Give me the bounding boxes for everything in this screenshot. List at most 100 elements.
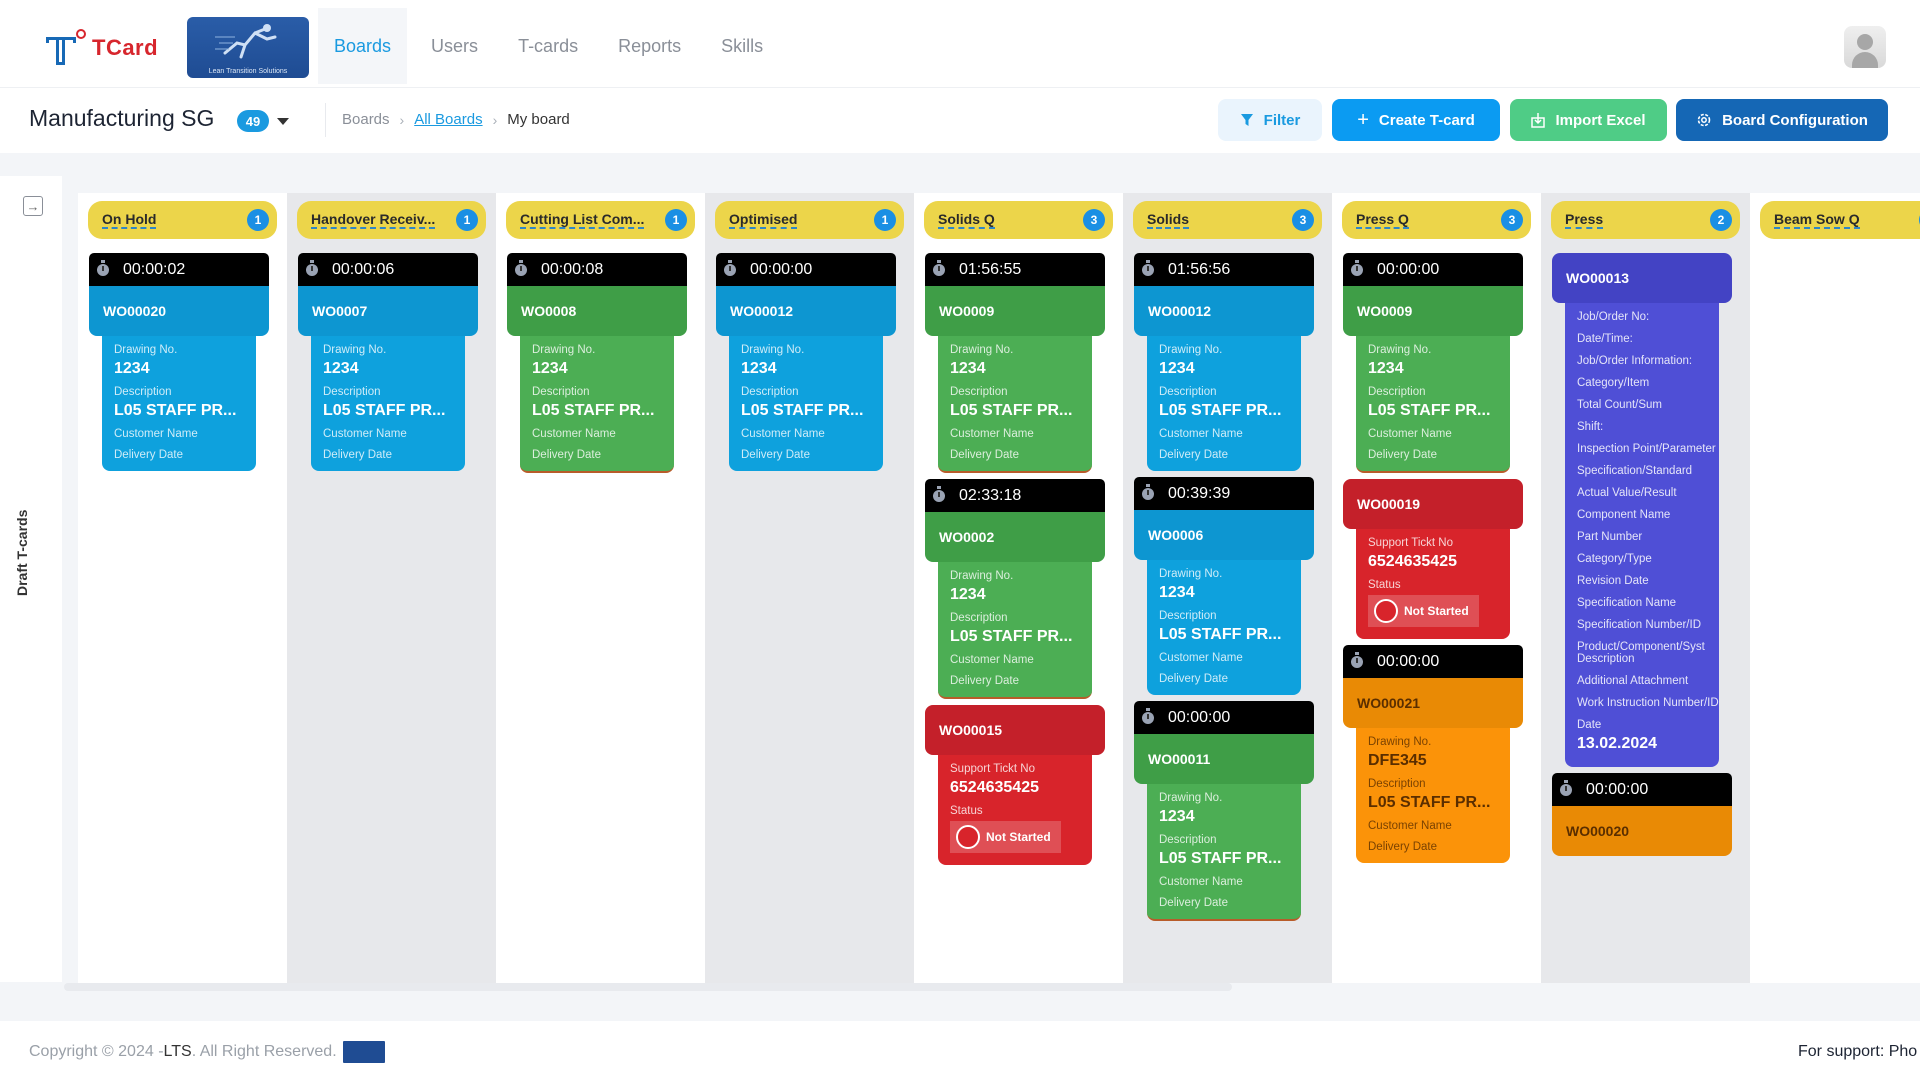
create-tcard-button[interactable]: + Create T-card bbox=[1332, 99, 1500, 141]
filter-button[interactable]: Filter bbox=[1218, 99, 1322, 141]
tcard[interactable]: 01:56:56 WO00012 Drawing No. 1234 Descri… bbox=[1134, 253, 1314, 471]
drawing-number: 1234 bbox=[950, 360, 986, 377]
field-label: Drawing No. bbox=[741, 344, 805, 356]
column-title[interactable]: Solids bbox=[1147, 211, 1190, 229]
import-excel-button[interactable]: Import Excel bbox=[1510, 99, 1667, 141]
field-label: Drawing No. bbox=[1368, 344, 1432, 356]
description-value: L05 STAFF PR... bbox=[950, 402, 1073, 419]
field-label: Drawing No. bbox=[1159, 344, 1223, 356]
lts-mini-logo bbox=[342, 1041, 385, 1063]
support-contact: For support: Pho bbox=[1798, 1043, 1918, 1060]
description-value: L05 STAFF PR... bbox=[741, 402, 864, 419]
field-label: Specification/Standard bbox=[1577, 465, 1693, 477]
tcard[interactable]: 00:00:06 WO0007 Drawing No. 1234 Descrip… bbox=[298, 253, 478, 471]
column-header: Solids Q 3 bbox=[924, 201, 1113, 239]
field-label: Description bbox=[1368, 778, 1426, 790]
field-label: Specification Name bbox=[1577, 597, 1677, 609]
description-value: L05 STAFF PR... bbox=[1368, 794, 1491, 811]
chevron-right-icon: › bbox=[492, 111, 498, 128]
stopwatch-icon bbox=[515, 259, 527, 276]
column-title[interactable]: On Hold bbox=[102, 211, 157, 229]
nav-tab-tcards[interactable]: T-cards bbox=[518, 35, 579, 56]
work-order-number: WO00015 bbox=[925, 705, 1105, 755]
work-order-number: WO00020 bbox=[89, 286, 269, 336]
tcard[interactable]: 00:00:00 WO00021 Drawing No. DFE345 Desc… bbox=[1343, 645, 1523, 863]
stopwatch-icon bbox=[306, 259, 318, 276]
field-label: Customer Name bbox=[950, 654, 1034, 666]
work-order-number: WO0007 bbox=[298, 286, 478, 336]
status-text: Not Started bbox=[986, 830, 1051, 844]
expand-drawer-icon[interactable]: → bbox=[23, 196, 43, 216]
column-title[interactable]: Press Q bbox=[1356, 211, 1409, 229]
tcard[interactable]: 00:00:00 WO00011 Drawing No. 1234 Descri… bbox=[1134, 701, 1314, 921]
board-configuration-button[interactable]: Board Configuration bbox=[1676, 99, 1888, 141]
support-ticket-number: 6524635425 bbox=[950, 779, 1039, 796]
tcard-logo[interactable]: TCard bbox=[44, 28, 164, 68]
field-label: Customer Name bbox=[1159, 876, 1243, 888]
filter-icon bbox=[1240, 114, 1253, 126]
field-label: Description bbox=[114, 386, 172, 398]
stopwatch-icon bbox=[1142, 483, 1154, 500]
drawing-number: 1234 bbox=[950, 586, 986, 603]
column-title[interactable]: Beam Sow Q bbox=[1774, 211, 1860, 229]
description-value: L05 STAFF PR... bbox=[532, 402, 655, 419]
user-avatar[interactable] bbox=[1844, 26, 1886, 68]
nav-tab-reports[interactable]: Reports bbox=[618, 35, 682, 56]
field-label: Revision Date bbox=[1577, 575, 1649, 587]
nav-tab-boards[interactable]: Boards bbox=[318, 8, 408, 84]
field-label: Drawing No. bbox=[1159, 568, 1223, 580]
tcard[interactable]: 01:56:55 WO0009 Drawing No. 1234 Descrip… bbox=[925, 253, 1105, 473]
field-label: Part Number bbox=[1577, 531, 1643, 543]
board-configuration-button-label: Board Configuration bbox=[1722, 111, 1868, 129]
tcard[interactable]: 00:39:39 WO0006 Drawing No. 1234 Descrip… bbox=[1134, 477, 1314, 695]
work-order-number: WO0009 bbox=[1343, 286, 1523, 336]
field-label: Inspection Point/Parameter bbox=[1577, 443, 1716, 455]
column-press: Press 2 WO00013 Job/Order No: Date/Time:… bbox=[1541, 193, 1750, 983]
nav-tab-users[interactable]: Users bbox=[431, 35, 479, 56]
card-timer: 01:56:55 bbox=[925, 253, 1105, 286]
drawing-number: 1234 bbox=[741, 360, 777, 377]
tcard[interactable]: 00:00:02 WO00020 Drawing No. 1234 Descri… bbox=[89, 253, 269, 471]
column-title[interactable]: Cutting List Com... bbox=[520, 211, 645, 229]
status-circle-icon bbox=[956, 825, 980, 849]
field-label: Customer Name bbox=[1368, 428, 1452, 440]
horizontal-scrollbar[interactable] bbox=[0, 983, 1920, 1021]
tcard[interactable]: 00:00:00 WO0009 Drawing No. 1234 Descrip… bbox=[1343, 253, 1523, 473]
field-label: Drawing No. bbox=[1159, 792, 1223, 804]
timer-value: 00:00:00 bbox=[1168, 708, 1231, 726]
support-ticket-card[interactable]: WO00015 Support Tickt No 6524635425 Stat… bbox=[925, 705, 1105, 865]
card-timer: 00:39:39 bbox=[1134, 477, 1314, 510]
field-label: Delivery Date bbox=[1368, 449, 1438, 461]
support-ticket-card[interactable]: WO00019 Support Tickt No 6524635425 Stat… bbox=[1343, 479, 1523, 639]
field-label: Date/Time: bbox=[1577, 333, 1633, 345]
column-title[interactable]: Solids Q bbox=[938, 211, 995, 229]
top-navbar: TCard Lean Transition Solutions Boards U… bbox=[0, 0, 1920, 88]
card-timer: 00:00:00 bbox=[1134, 701, 1314, 734]
column-title[interactable]: Handover Receiv... bbox=[311, 211, 436, 229]
field-label: Total Count/Sum bbox=[1577, 399, 1663, 411]
tcard[interactable]: 00:00:00 WO00012 Drawing No. 1234 Descri… bbox=[716, 253, 896, 471]
nav-tab-skills[interactable]: Skills bbox=[721, 35, 764, 56]
breadcrumb-all-boards-link[interactable]: All Boards bbox=[414, 111, 483, 128]
tcard[interactable]: 00:00:00 WO00020 bbox=[1552, 773, 1732, 856]
field-label: Support Tickt No bbox=[950, 763, 1036, 775]
stopwatch-icon bbox=[1142, 707, 1154, 724]
inspection-card[interactable]: WO00013 Job/Order No: Date/Time: Job/Ord… bbox=[1552, 253, 1732, 767]
tcard[interactable]: 02:33:18 WO0002 Drawing No. 1234 Descrip… bbox=[925, 479, 1105, 699]
draft-tcards-label[interactable]: Draft T-cards bbox=[14, 509, 30, 596]
column-title[interactable]: Press bbox=[1565, 211, 1604, 229]
description-value: L05 STAFF PR... bbox=[1368, 402, 1491, 419]
card-timer: 01:56:56 bbox=[1134, 253, 1314, 286]
field-label: Description bbox=[323, 386, 381, 398]
field-label: Product/Component/Syst Description bbox=[1577, 641, 1705, 665]
board-switch-caret-icon[interactable] bbox=[277, 118, 289, 125]
scrollbar-thumb[interactable] bbox=[64, 983, 1232, 991]
column-title[interactable]: Optimised bbox=[729, 211, 798, 229]
field-label: Job/Order No: bbox=[1577, 311, 1650, 323]
tcard[interactable]: 00:00:08 WO0008 Drawing No. 1234 Descrip… bbox=[507, 253, 687, 473]
field-label: Description bbox=[532, 386, 590, 398]
field-label: Description bbox=[1368, 386, 1426, 398]
card-body: Drawing No. 1234 Description L05 STAFF P… bbox=[729, 330, 883, 471]
tcard-logo-icon bbox=[44, 29, 86, 65]
field-label: Description bbox=[1159, 834, 1217, 846]
